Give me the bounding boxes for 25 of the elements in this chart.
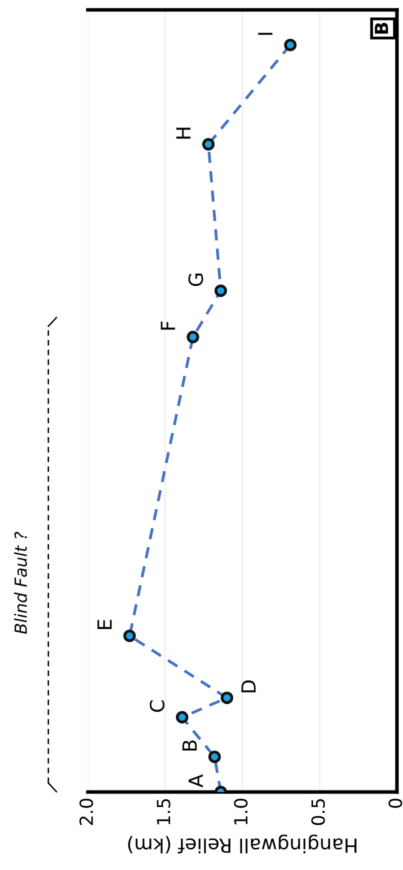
- annotation: I: [258, 32, 272, 35]
- annotation: F: [160, 321, 176, 330]
- annotation: H: [176, 128, 190, 139]
- point: [214, 284, 228, 297]
- text: B: [374, 22, 388, 34]
- text: Blind Fault ?: [14, 532, 27, 634]
- annotation: A: [188, 774, 203, 788]
- x-tick-label: 2.0: [79, 798, 94, 825]
- x-tick-label: 1.5: [156, 799, 170, 824]
- point: [208, 750, 221, 764]
- annotation: D: [241, 680, 256, 692]
- x-tick-label: 0: [388, 798, 402, 808]
- x-tick-label: 1.0: [234, 798, 248, 824]
- annotation: C: [150, 700, 164, 712]
- point: [220, 692, 234, 704]
- x-axis-title: Hangingwall Relief (km): [128, 834, 356, 854]
- x-tick-label: 0.5: [311, 799, 325, 826]
- point: [123, 630, 136, 642]
- point: [284, 38, 297, 52]
- annotation: E: [97, 620, 112, 629]
- annotation: B: [182, 740, 197, 750]
- point: [202, 138, 215, 151]
- point: [186, 330, 200, 344]
- annotation: G: [188, 274, 204, 286]
- point: [176, 711, 188, 724]
